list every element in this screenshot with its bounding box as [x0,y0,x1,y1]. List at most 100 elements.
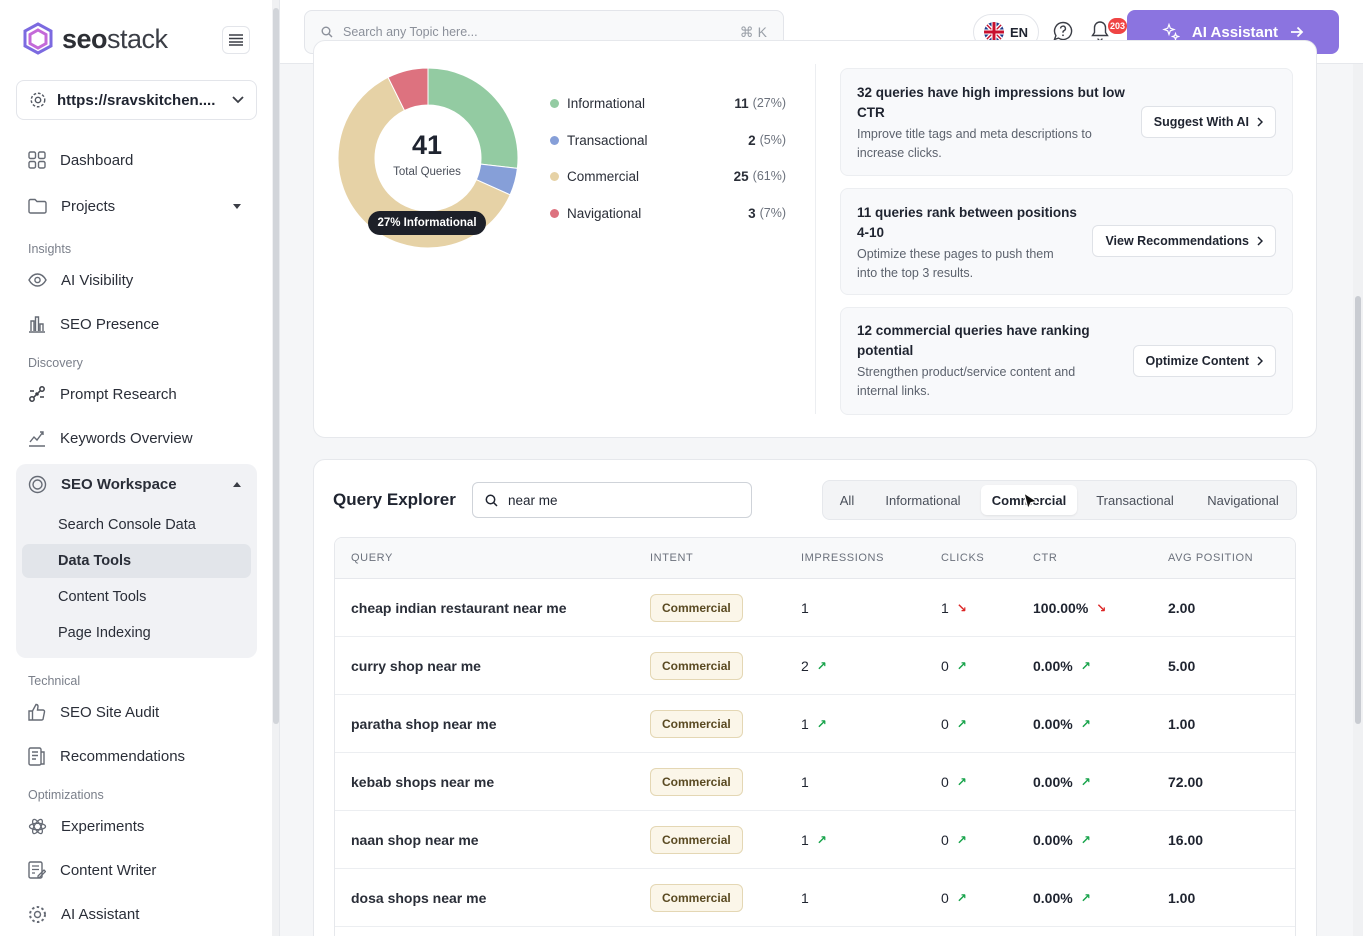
clicks-value: 0 [941,832,949,848]
sidebar-item-ai-assistant[interactable]: AI Assistant [16,896,257,932]
chevron-right-icon [1257,117,1263,127]
cell-intent: Commercial [650,695,743,753]
cell-ctr: 100.00% ↘ [1033,579,1106,637]
section-label-technical: Technical [28,674,81,688]
sidebar-subitem-search-console-data[interactable]: Search Console Data [58,517,196,533]
cell-impressions: 1 [801,579,809,637]
sidebar-item-label: Content Writer [60,861,157,879]
sidebar-item-dashboard[interactable]: Dashboard [16,142,257,178]
trend-chart-icon [29,431,45,447]
cell-clicks: 0 ↗ [941,869,967,927]
legend-swatch [550,171,559,181]
column-header-avg-position[interactable]: AVG POSITION [1168,552,1254,564]
query-search-input[interactable]: near me [472,482,752,518]
cell-ctr: 0.00% ↗ [1033,753,1091,811]
search-icon [485,494,498,507]
sidebar-item-recommendations[interactable]: Recommendations [16,738,257,774]
sidebar-scrollbar[interactable] [272,0,280,936]
sidebar-subitem-page-indexing[interactable]: Page Indexing [58,625,151,641]
cell-query[interactable]: curry shop near me [351,658,481,674]
clicks-value: 0 [941,774,949,790]
table-row[interactable]: dosa shops near me Commercial 1 0 ↗ 0.00% ↗ 1.0… [335,869,1295,927]
trend-arrow-icon: ↗ [816,833,827,847]
tab-navigational[interactable]: Navigational [1207,492,1279,508]
donut-slice-informational[interactable] [427,67,519,169]
legend-item-navigational[interactable]: Navigational 3 (7%) [550,203,786,223]
cell-intent: Commercial [650,811,743,869]
sidebar-item-seo-workspace[interactable]: SEO Workspace [16,466,257,502]
sidebar-item-seo-presence[interactable]: SEO Presence [16,306,257,342]
main-scrollbar-thumb[interactable] [1355,296,1361,724]
sidebar-subitem-content-tools[interactable]: Content Tools [58,589,147,605]
tab-all[interactable]: All [839,492,855,508]
table-row[interactable]: curry shop near me Commercial 2 ↗ 0 ↗ 0.00% ↗ 5.… [335,637,1295,695]
tab-transactional[interactable]: Transactional [1096,492,1174,508]
cell-query[interactable]: paratha shop near me [351,716,497,732]
cell-query[interactable]: naan shop near me [351,832,479,848]
cell-query[interactable]: kebab shops near me [351,774,495,790]
molecule-icon [29,386,45,402]
donut-slice-commercial[interactable] [337,76,511,249]
legend-swatch [550,135,559,145]
tab-informational[interactable]: Informational [885,492,961,508]
insight-title: 32 queries have high impressions but low… [857,85,1125,120]
folder-icon [28,198,47,214]
trend-arrow-icon: ↗ [956,891,967,905]
intent-donut-chart [337,67,519,249]
table-row[interactable]: cheap indian restaurant near me Commercia… [335,579,1295,637]
donut-slice-navigational[interactable] [387,67,429,112]
intent-badge: Commercial [650,826,743,854]
ctr-value: 0.00% [1033,774,1073,790]
legend-item-informational[interactable]: Informational 11 (27%) [550,93,786,113]
language-selector[interactable]: EN [973,14,1039,50]
trend-arrow-icon: ↘ [1096,601,1107,615]
bell-icon[interactable] [1091,20,1109,42]
legend-item-commercial[interactable]: Commercial 25 (61%) [550,166,786,186]
uk-flag-icon [984,22,1004,42]
table-row[interactable]: kebab shops near me Commercial 1 0 ↗ 0.00% ↗ 72… [335,753,1295,811]
sidebar-scrollbar-thumb[interactable] [273,8,279,724]
sidebar-item-experiments[interactable]: Experiments [16,808,257,844]
query-explorer-title: Query Explorer [333,490,456,509]
view-recommendations-button[interactable]: View Recommendations [1092,225,1276,257]
legend-percent: (27%) [752,96,786,110]
intent-badge: Commercial [650,710,743,738]
sidebar-toggle-button[interactable] [222,26,250,54]
table-row[interactable]: naan shop near me Commercial 1 ↗ 0 ↗ 0.00% ↗ 16.… [335,811,1295,869]
optimize-content-button[interactable]: Optimize Content [1132,345,1276,377]
sidebar-item-content-writer[interactable]: Content Writer [16,852,257,888]
site-selector[interactable]: https://sravskitchen.... [16,80,257,120]
column-header-query[interactable]: QUERY [351,552,393,564]
caret-up-icon [233,481,241,487]
trend-arrow-icon: ↗ [956,775,967,789]
insight-description: Optimize these pages to push them into t… [857,247,1054,280]
main-scrollbar[interactable] [1353,64,1363,936]
column-header-intent[interactable]: INTENT [650,552,694,564]
sidebar-subitem-data-tools[interactable]: Data Tools [22,544,251,578]
sidebar-item-projects[interactable]: Projects [16,188,257,224]
trend-arrow-icon: ↗ [1080,775,1091,789]
cell-query[interactable]: cheap indian restaurant near me [351,600,567,616]
legend-item-transactional[interactable]: Transactional 2 (5%) [550,130,786,150]
sidebar-item-label: AI Assistant [61,905,140,923]
cell-query[interactable]: dosa shops near me [351,890,487,906]
logo[interactable]: seostack [22,22,168,56]
search-icon [321,26,333,38]
sidebar-item-ai-visibility[interactable]: AI Visibility [16,262,257,298]
sidebar-item-keywords-overview[interactable]: Keywords Overview [16,420,257,456]
legend-count: 11 [734,95,749,111]
column-header-ctr[interactable]: CTR [1033,552,1058,564]
chevron-right-icon [1257,236,1263,246]
suggest-with-ai-button[interactable]: Suggest With AI [1140,106,1276,138]
column-header-clicks[interactable]: CLICKS [941,552,985,564]
mouse-cursor-icon [1023,492,1039,511]
sidebar-item-prompt-research[interactable]: Prompt Research [16,376,257,412]
legend-count: 25 [733,168,749,184]
sidebar: seostack https://sravskitchen.... Dashbo… [0,0,272,936]
insight-card-positions: 11 queries rank between positions 4-10 O… [840,188,1293,295]
table-row[interactable]: paratha shop near me Commercial 1 ↗ 0 ↗ 0.00% ↗… [335,695,1295,753]
sidebar-item-seo-site-audit[interactable]: SEO Site Audit [16,694,257,730]
help-icon[interactable] [1053,21,1073,41]
impressions-value: 1 [801,600,809,616]
column-header-impressions[interactable]: IMPRESSIONS [801,552,885,564]
